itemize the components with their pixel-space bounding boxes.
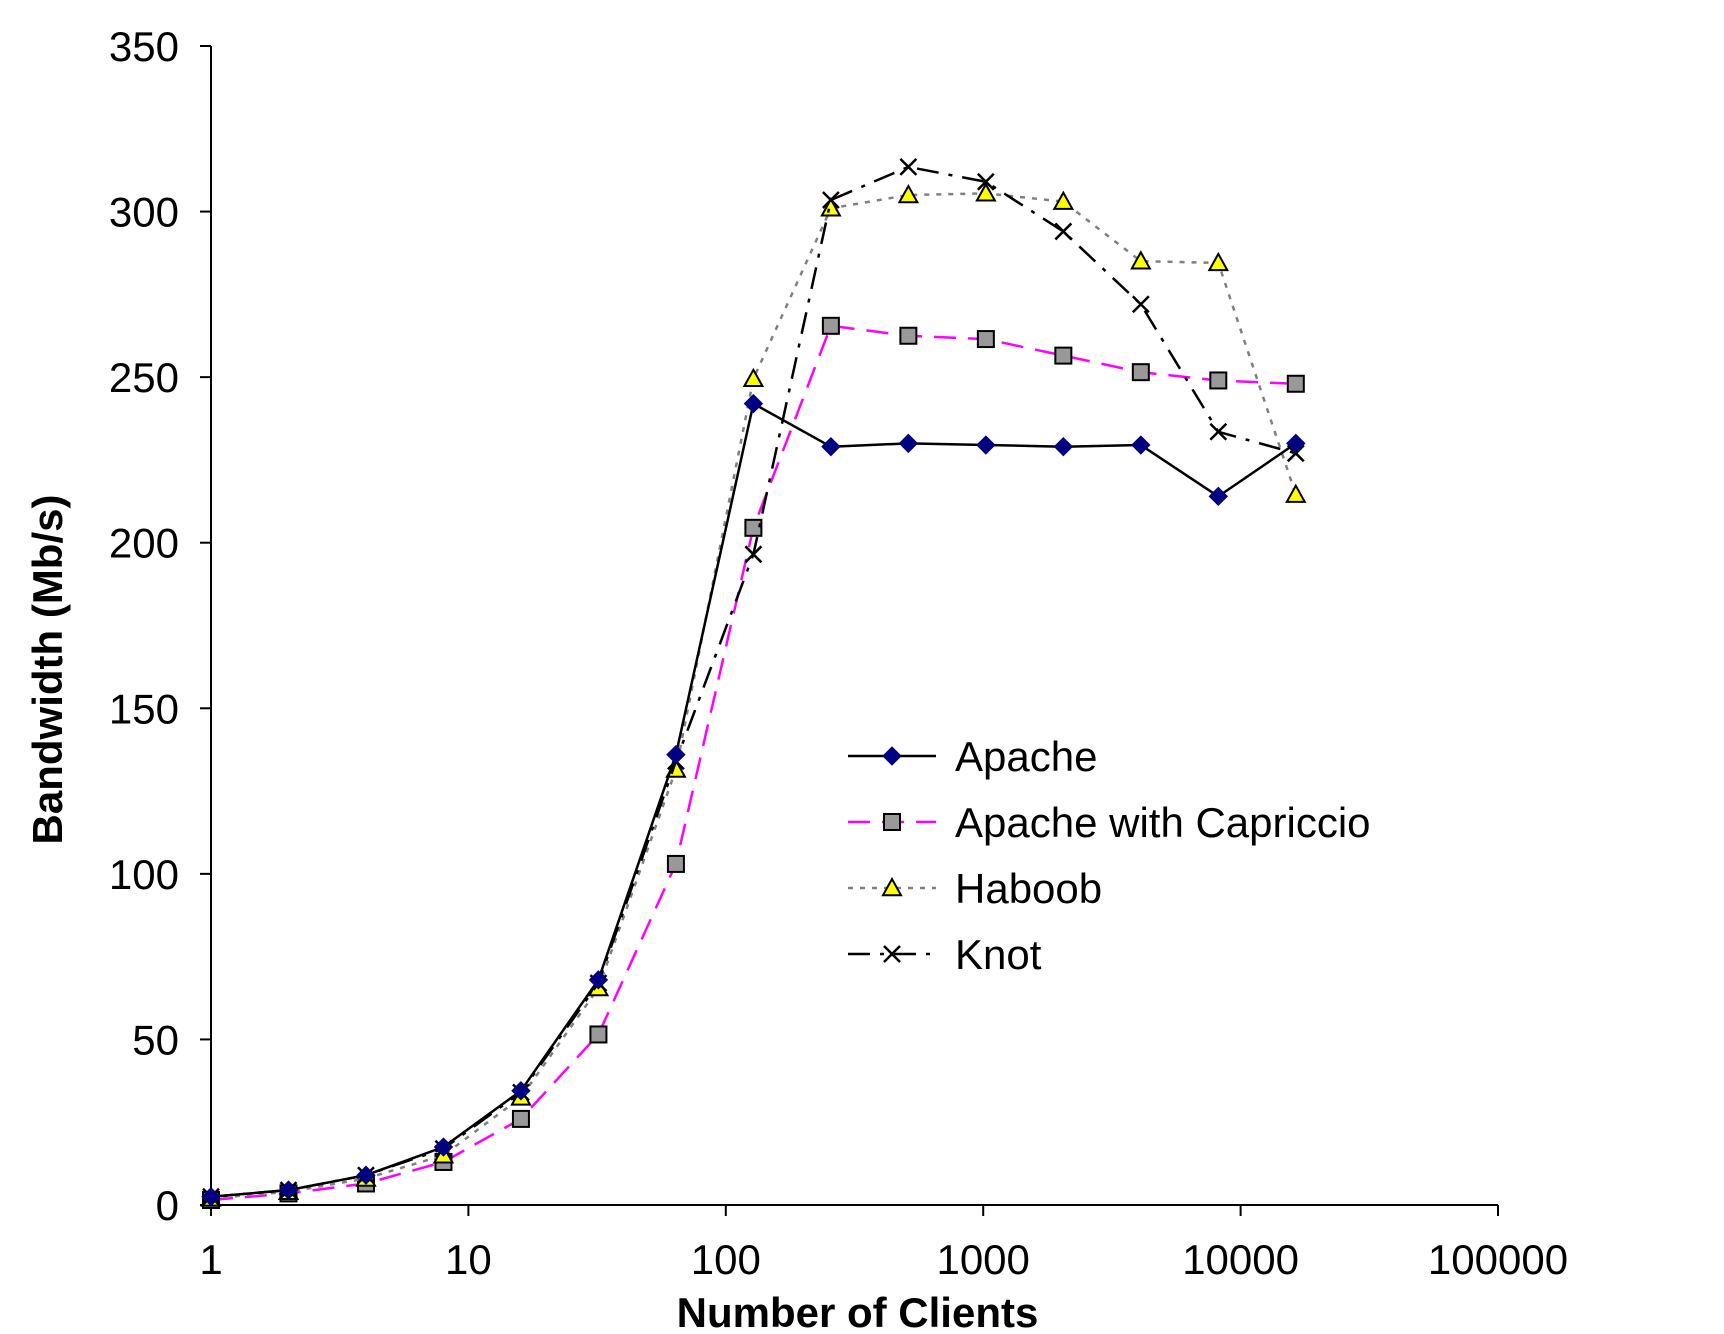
x-tick-label: 1 xyxy=(199,1236,222,1283)
series-line-knot xyxy=(210,165,1297,1198)
data-point-knot xyxy=(1209,422,1228,441)
series-line-haboob xyxy=(210,192,1297,1200)
data-point-apache xyxy=(898,433,919,454)
series-knot xyxy=(202,157,1305,1206)
legend-label: Apache with Capriccio xyxy=(955,799,1371,846)
data-point-apache xyxy=(1208,486,1229,507)
y-tick-label: 250 xyxy=(109,354,179,401)
data-point-apache-with-capriccio xyxy=(1286,374,1305,393)
data-point-haboob xyxy=(1052,190,1075,210)
data-point-knot xyxy=(1054,222,1073,241)
data-point-knot xyxy=(821,191,840,209)
data-point-haboob xyxy=(1285,483,1307,503)
data-point-apache-with-capriccio xyxy=(744,518,763,537)
data-point-apache-with-capriccio xyxy=(1054,346,1073,365)
x-axis-title: Number of Clients xyxy=(677,1289,1039,1334)
x-tick-label: 1000 xyxy=(936,1236,1029,1283)
data-point-apache-with-capriccio xyxy=(821,316,840,335)
y-tick-label: 200 xyxy=(109,520,179,567)
data-point-haboob xyxy=(975,182,997,202)
data-point-apache xyxy=(976,435,996,455)
data-point-apache xyxy=(1053,436,1074,457)
data-point-knot xyxy=(744,545,763,564)
data-point-knot xyxy=(1131,295,1150,314)
data-point-apache-with-capriccio xyxy=(976,330,995,349)
series-layer xyxy=(200,157,1307,1210)
y-axis-title: Bandwidth (Mb/s) xyxy=(24,495,71,845)
legend-label: Apache xyxy=(955,733,1097,780)
x-marker-stroke xyxy=(1131,295,1150,314)
data-point-apache xyxy=(201,1187,221,1207)
data-point-apache xyxy=(356,1165,376,1185)
data-point-haboob xyxy=(897,183,920,204)
data-point-haboob xyxy=(820,197,842,217)
data-point-haboob xyxy=(742,367,765,387)
x-marker-stroke xyxy=(821,191,840,209)
y-tick-label: 50 xyxy=(132,1016,179,1063)
data-point-apache-with-capriccio xyxy=(589,1025,608,1044)
x-tick-label: 100000 xyxy=(1428,1236,1568,1283)
data-point-haboob xyxy=(1130,250,1152,270)
x-tick-label: 10 xyxy=(445,1236,492,1283)
data-point-apache xyxy=(511,1081,531,1101)
legend-marker xyxy=(883,813,901,831)
data-point-knot xyxy=(899,157,918,176)
legend-marker xyxy=(882,746,902,766)
y-tick-label: 300 xyxy=(109,189,179,236)
legend-label: Haboob xyxy=(955,865,1102,912)
data-point-apache-with-capriccio xyxy=(1209,371,1228,390)
axes: 0 50 100 150 200 250 300 350 1 10 100 1000 10000 1000… xyxy=(109,23,1568,1283)
x-marker-stroke xyxy=(744,545,763,564)
legend-marker xyxy=(883,945,901,963)
legend-entry-apache: Apache xyxy=(848,733,1097,780)
data-point-knot xyxy=(976,172,995,191)
legend-entry-knot: Knot xyxy=(848,931,1042,978)
data-point-apache xyxy=(433,1137,454,1157)
x-marker-stroke xyxy=(1286,444,1305,463)
data-point-apache xyxy=(666,744,686,765)
y-tick-label: 350 xyxy=(109,23,179,70)
legend-label: Knot xyxy=(955,931,1042,978)
y-tick-label: 100 xyxy=(109,851,179,898)
data-point-haboob xyxy=(1207,251,1230,272)
legend: Apache Apache with Capriccio Haboob Knot xyxy=(848,733,1371,978)
data-point-apache xyxy=(1286,433,1306,454)
y-tick-label: 150 xyxy=(109,685,179,732)
x-marker-stroke xyxy=(883,945,901,963)
x-tick-label: 10000 xyxy=(1182,1236,1299,1283)
data-point-apache-with-capriccio xyxy=(666,854,685,873)
data-point-apache xyxy=(1131,435,1151,455)
x-marker-stroke xyxy=(1209,422,1228,441)
x-marker-stroke xyxy=(1054,222,1073,241)
legend-marker xyxy=(881,876,903,897)
series-line-apache-with-capriccio xyxy=(210,324,1296,1202)
legend-entry-haboob: Haboob xyxy=(848,865,1102,912)
legend-entry-apache-with-capriccio: Apache with Capriccio xyxy=(848,799,1371,846)
data-point-apache-with-capriccio xyxy=(511,1109,530,1128)
data-point-apache-with-capriccio xyxy=(899,326,918,345)
data-point-apache xyxy=(743,393,764,414)
data-point-apache xyxy=(588,970,609,990)
x-marker-stroke xyxy=(976,172,995,191)
x-tick-label: 100 xyxy=(691,1236,761,1283)
series-haboob xyxy=(200,182,1307,1207)
y-tick-label: 0 xyxy=(156,1182,179,1229)
data-point-apache xyxy=(278,1180,299,1200)
x-marker-stroke xyxy=(899,157,918,176)
data-point-apache xyxy=(821,436,841,457)
data-point-apache-with-capriccio xyxy=(1131,363,1150,382)
series-apache xyxy=(201,393,1306,1207)
